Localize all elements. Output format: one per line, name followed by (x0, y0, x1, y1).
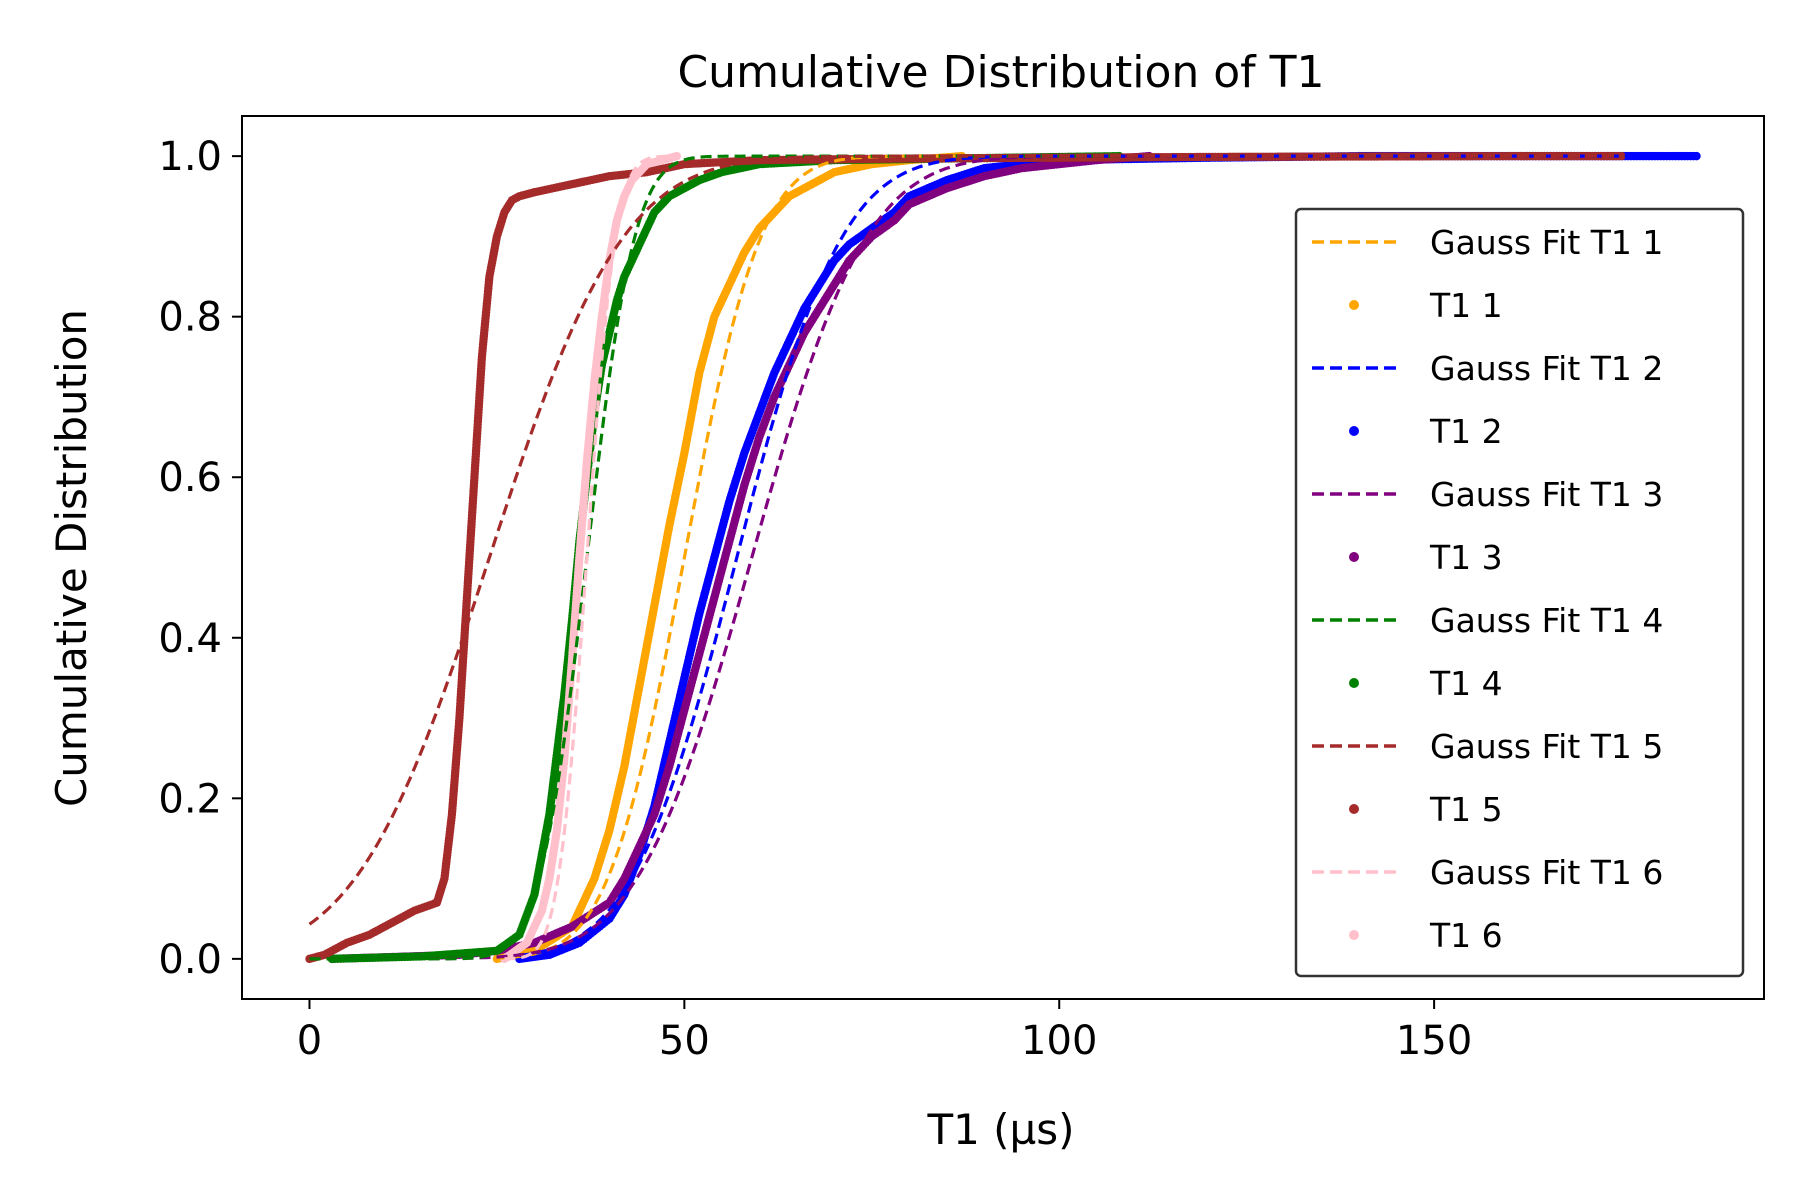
legend-point-swatch (1349, 552, 1359, 562)
x-axis: 0 50 100 150 (297, 999, 1472, 1064)
legend-point-swatch (1349, 930, 1359, 940)
legend-point-label: T1 5 (1429, 790, 1503, 829)
legend-fit-label: Gauss Fit T1 5 (1430, 727, 1663, 766)
y-axis-label: Cumulative Distribution (47, 309, 96, 807)
y-tick-label: 0.6 (158, 455, 222, 501)
legend-box (1294, 207, 1745, 978)
x-tick-label: 50 (659, 1018, 710, 1064)
y-axis: 0.0 0.2 0.4 0.6 0.8 1.0 (158, 134, 242, 983)
y-tick-label: 0.0 (158, 937, 222, 983)
y-tick-label: 0.4 (158, 616, 222, 662)
legend-fit-label: Gauss Fit T1 3 (1430, 475, 1663, 514)
y-tick-label: 1.0 (158, 134, 222, 180)
legend-point-swatch (1349, 300, 1359, 310)
series-points-6 (500, 151, 682, 964)
legend-fit-label: Gauss Fit T1 2 (1430, 349, 1663, 388)
legend-point-label: T1 3 (1429, 538, 1503, 577)
legend-point-label: T1 6 (1429, 916, 1503, 955)
legend-point-label: T1 2 (1429, 412, 1503, 451)
x-tick-label: 150 (1396, 1018, 1472, 1064)
legend-point-swatch (1349, 426, 1359, 436)
legend-fit-label: Gauss Fit T1 4 (1430, 601, 1663, 640)
x-axis-label: T1 (µs) (926, 1105, 1074, 1154)
legend-point-swatch (1349, 804, 1359, 814)
fit-line-6 (504, 154, 670, 961)
data-point (1692, 151, 1701, 161)
x-tick-label: 0 (297, 1018, 322, 1064)
y-tick-label: 0.8 (158, 295, 222, 341)
legend-point-swatch (1349, 678, 1359, 688)
x-tick-label: 100 (1021, 1018, 1097, 1064)
legend-fit-label: Gauss Fit T1 6 (1430, 853, 1663, 892)
legend-fit-label: Gauss Fit T1 1 (1430, 223, 1663, 262)
fit-line-5 (308, 154, 1622, 926)
plot-frame (241, 115, 1765, 1000)
y-tick-label: 0.2 (158, 776, 222, 822)
data-point (672, 151, 682, 161)
legend-point-label: T1 4 (1429, 664, 1503, 703)
legend-point-label: T1 1 (1429, 286, 1503, 325)
legend: Gauss Fit T1 1 T1 1 Gauss Fit T1 2 T1 2 Gaus… (1294, 207, 1745, 978)
data-point (1617, 151, 1626, 161)
chart-title: Cumulative Distribution of T1 (677, 47, 1324, 98)
